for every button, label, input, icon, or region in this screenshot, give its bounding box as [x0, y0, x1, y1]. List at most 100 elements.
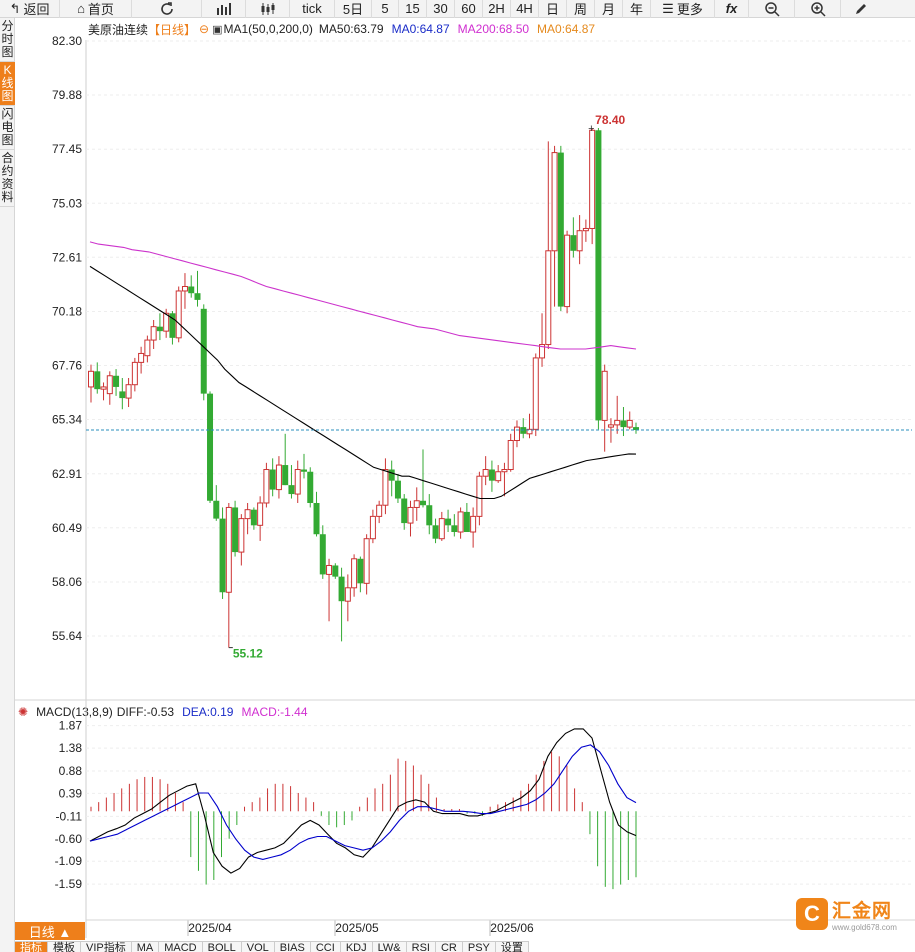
- candle-body: [432, 525, 439, 539]
- candle: [614, 395, 621, 434]
- period-4h[interactable]: 4H: [511, 0, 539, 18]
- period-30min[interactable]: 30: [427, 0, 455, 18]
- macd-y-tick-label: 0.39: [59, 786, 83, 800]
- candle: [401, 494, 408, 530]
- candle-body: [207, 393, 214, 501]
- candle: [363, 534, 370, 595]
- indicator-tab[interactable]: CR: [435, 941, 463, 952]
- y-tick-label: 79.88: [52, 88, 82, 102]
- indicator-edit-icon[interactable]: ▣: [212, 23, 223, 36]
- candle-body: [294, 469, 301, 495]
- tab-contract-info[interactable]: 合约资料: [0, 150, 15, 207]
- candle: [463, 502, 470, 533]
- candle: [589, 128, 596, 245]
- candle: [156, 313, 163, 341]
- candle: [332, 563, 339, 579]
- settings-icon[interactable]: ⊖: [199, 22, 210, 36]
- candle: [106, 371, 113, 405]
- zoom-in-button[interactable]: [795, 0, 841, 18]
- indicator-tab[interactable]: PSY: [462, 941, 496, 952]
- candle: [244, 502, 251, 535]
- candle-body: [244, 509, 251, 520]
- candle-body: [589, 129, 596, 229]
- indicator-tab[interactable]: KDJ: [340, 941, 373, 952]
- formula-button[interactable]: fx: [715, 0, 749, 18]
- indicator-tab[interactable]: RSI: [406, 941, 436, 952]
- candle: [250, 507, 257, 530]
- candle: [432, 518, 439, 544]
- candle: [326, 558, 333, 622]
- menu-icon: ☰: [662, 0, 674, 16]
- indicator-tab[interactable]: MA: [131, 941, 160, 952]
- period-60min[interactable]: 60: [455, 0, 483, 18]
- period-15min[interactable]: 15: [399, 0, 427, 18]
- zoom-out-button[interactable]: [749, 0, 795, 18]
- tab-kline-chart[interactable]: K线图: [0, 62, 15, 106]
- period-day[interactable]: 日: [539, 0, 567, 18]
- indicator-tab[interactable]: CCI: [310, 941, 341, 952]
- candle: [319, 525, 326, 579]
- indicator-tab[interactable]: VIP指标: [81, 941, 132, 952]
- candle-body: [282, 465, 289, 486]
- period-5min[interactable]: 5: [372, 0, 399, 18]
- candle-body: [426, 505, 433, 526]
- period-5day[interactable]: 5日: [335, 0, 372, 18]
- refresh-button[interactable]: [132, 0, 202, 18]
- period-2h[interactable]: 2H: [483, 0, 511, 18]
- bar-chart-button[interactable]: [202, 0, 246, 18]
- candle: [294, 460, 301, 503]
- macd-value: MACD:-1.44: [241, 705, 308, 719]
- macd-y-tick-label: -1.59: [55, 877, 83, 891]
- candle: [225, 502, 232, 648]
- period-year[interactable]: 年: [623, 0, 651, 18]
- left-sidebar: 分时图 K线图 闪电图 合约资料: [0, 18, 15, 952]
- candle-body: [476, 475, 483, 517]
- indicator-tab[interactable]: BOLL: [202, 941, 242, 952]
- candle-body: [457, 511, 464, 533]
- more-button[interactable]: ☰ 更多: [651, 0, 715, 18]
- indicator-tab[interactable]: BIAS: [274, 941, 311, 952]
- candle: [150, 319, 157, 349]
- tick-button[interactable]: tick: [290, 0, 335, 18]
- candle: [175, 286, 182, 343]
- diff-line: [89, 728, 637, 874]
- indicator-tab[interactable]: 设置: [495, 941, 529, 952]
- tab-time-chart[interactable]: 分时图: [0, 18, 15, 62]
- candle: [194, 270, 201, 307]
- candle: [138, 346, 145, 374]
- candlestick-button[interactable]: [246, 0, 290, 18]
- candle: [300, 453, 307, 479]
- candle: [394, 473, 401, 503]
- candle-body: [181, 286, 188, 292]
- candle-body: [376, 504, 383, 517]
- indicator-tab[interactable]: 模板: [48, 941, 81, 952]
- candle-body: [570, 235, 577, 251]
- macd-settings-icon[interactable]: ✺: [18, 705, 29, 719]
- candle-body: [138, 352, 145, 363]
- indicator-tab[interactable]: MACD: [159, 941, 203, 952]
- period-selector-button[interactable]: 日线 ▲: [15, 922, 85, 940]
- candle: [169, 311, 176, 345]
- candle: [420, 449, 427, 508]
- candle-body: [451, 525, 458, 533]
- indicator-tab[interactable]: LW&: [372, 941, 407, 952]
- candle: [413, 487, 420, 521]
- candle-body: [288, 485, 295, 495]
- home-button[interactable]: ⌂ 首页: [60, 0, 132, 18]
- candle: [488, 460, 495, 492]
- candle-body: [156, 326, 163, 332]
- candle-body: [188, 286, 195, 294]
- indicator-tab[interactable]: 指标: [15, 941, 48, 952]
- period-week[interactable]: 周: [567, 0, 595, 18]
- back-button[interactable]: ↰ 返回: [0, 0, 60, 18]
- candle-body: [633, 427, 639, 431]
- period-month[interactable]: 月: [595, 0, 623, 18]
- indicator-tab[interactable]: VOL: [241, 941, 275, 952]
- watermark-title: 汇金网: [832, 901, 893, 922]
- tab-flash-chart[interactable]: 闪电图: [0, 106, 15, 150]
- draw-tool-button[interactable]: [841, 0, 881, 18]
- candle-body: [232, 507, 239, 553]
- symbol-name: 美原油连续: [88, 22, 149, 37]
- macd-y-tick-label: -1.09: [55, 854, 83, 868]
